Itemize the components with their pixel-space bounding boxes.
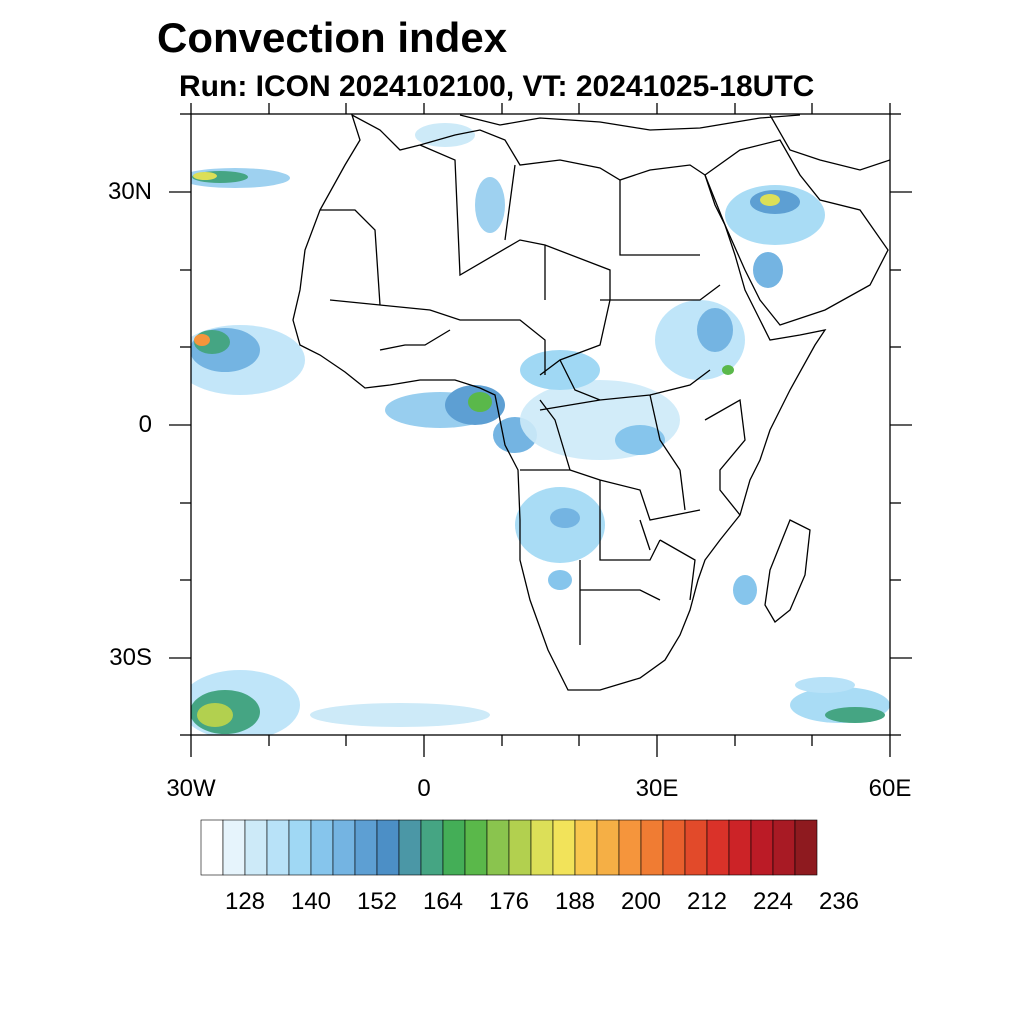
lat-label-0: 0 [138, 411, 152, 438]
colorbar-box [772, 819, 796, 876]
colorbar-box [288, 819, 312, 876]
colorbar-label: 236 [818, 888, 860, 915]
convection-field [191, 123, 890, 735]
colorbar-label: 128 [224, 888, 266, 915]
field-south-indian [790, 677, 890, 723]
country-borders [320, 144, 746, 645]
axis-ticks [169, 103, 912, 757]
colorbar-box [376, 819, 400, 876]
colorbar-box [684, 819, 708, 876]
colorbar-box [574, 819, 598, 876]
colorbar-label: 152 [356, 888, 398, 915]
field-south-atlantic [191, 670, 490, 735]
colorbar-box [354, 819, 378, 876]
field-west-africa-coast [191, 325, 305, 395]
field-arabia [725, 185, 825, 288]
colorbar-box [750, 819, 774, 876]
colorbar-box [640, 819, 664, 876]
map-title: Convection index [157, 14, 508, 61]
colorbar-box [266, 819, 290, 876]
field-angola [515, 487, 757, 605]
lon-label-0: 0 [417, 775, 431, 802]
colorbar-box [222, 819, 246, 876]
colorbar-label: 140 [290, 888, 332, 915]
colorbar-label: 188 [554, 888, 596, 915]
colorbar-label: 176 [488, 888, 530, 915]
colorbar-box [728, 819, 752, 876]
colorbar-box [244, 819, 268, 876]
lat-label-30s: 30S [109, 644, 152, 671]
colorbar-label: 164 [422, 888, 464, 915]
field-east-africa [655, 300, 745, 380]
europe-coast [459, 114, 890, 171]
lon-label-30e: 30E [635, 775, 679, 802]
colorbar-label: 224 [752, 888, 794, 915]
colorbar-box [442, 819, 466, 876]
colorbar-box [310, 819, 334, 876]
lon-label-60e: 60E [868, 775, 912, 802]
colorbar-box [706, 819, 730, 876]
colorbar-box [420, 819, 444, 876]
colorbar-label: 212 [686, 888, 728, 915]
field-north-atlantic [191, 168, 290, 188]
field-central-africa [520, 350, 680, 460]
colorbar-box [530, 819, 554, 876]
arabia-outline [704, 139, 889, 326]
lat-label-30n: 30N [107, 178, 152, 205]
colorbar-box [596, 819, 620, 876]
colorbar-label: 200 [620, 888, 662, 915]
colorbar-box [662, 819, 686, 876]
colorbar [200, 819, 818, 876]
africa-coastline [292, 114, 827, 691]
colorbar-box [464, 819, 488, 876]
map-subtitle: Run: ICON 2024102100, VT: 20241025-18UTC [179, 70, 815, 103]
madagascar-outline [764, 519, 811, 623]
colorbar-box [508, 819, 532, 876]
colorbar-box [486, 819, 510, 876]
lon-label-30w: 30W [166, 775, 216, 802]
colorbar-box [618, 819, 642, 876]
colorbar-box [398, 819, 422, 876]
colorbar-box [332, 819, 356, 876]
field-gulf-of-guinea [385, 385, 537, 453]
colorbar-box [552, 819, 576, 876]
field-sahara [415, 123, 505, 233]
colorbar-box [794, 819, 818, 876]
colorbar-box [200, 819, 224, 876]
